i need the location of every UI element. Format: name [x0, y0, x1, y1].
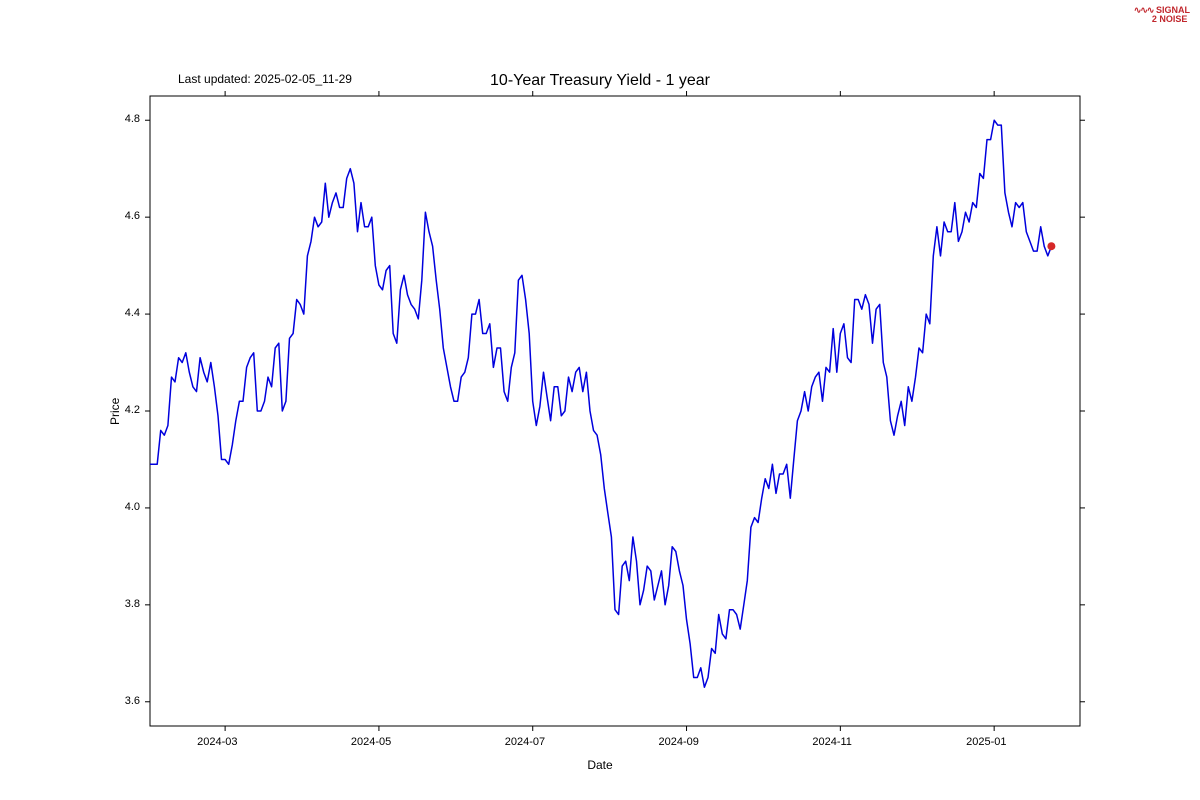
x-tick-label: 2024-07 — [505, 736, 545, 748]
y-tick-label: 4.8 — [125, 113, 140, 125]
x-tick-label: 2024-11 — [812, 736, 852, 748]
x-tick-label: 2025-01 — [966, 736, 1006, 748]
y-tick-label: 4.0 — [125, 501, 140, 513]
y-tick-label: 3.8 — [125, 598, 140, 610]
x-tick-label: 2024-03 — [197, 736, 237, 748]
y-tick-label: 4.4 — [125, 307, 140, 319]
x-tick-label: 2024-05 — [351, 736, 391, 748]
y-tick-label: 4.2 — [125, 404, 140, 416]
chart-plot — [0, 0, 1200, 800]
y-tick-label: 4.6 — [125, 210, 140, 222]
x-tick-label: 2024-09 — [659, 736, 699, 748]
y-tick-label: 3.6 — [125, 695, 140, 707]
